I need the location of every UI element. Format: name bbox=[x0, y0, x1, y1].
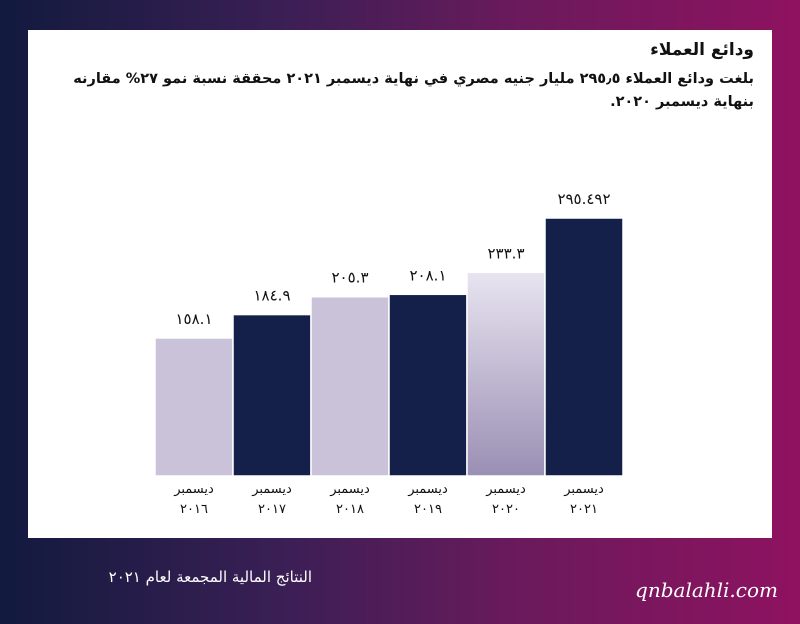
category-label-2-0: ديسمبر bbox=[329, 482, 370, 497]
category-label-0-1: ٢٠١٦ bbox=[180, 502, 208, 517]
bar-4 bbox=[466, 271, 546, 477]
bar-value-label-0: ١٥٨.١ bbox=[176, 310, 213, 328]
bar-3 bbox=[388, 293, 468, 477]
bar-5 bbox=[544, 217, 624, 477]
bar-value-label-3: ٢٠٨.١ bbox=[410, 266, 447, 284]
bar-value-label-4: ٢٣٣.٣ bbox=[488, 244, 525, 262]
category-label-1-0: ديسمبر bbox=[251, 482, 292, 497]
category-label-4-1: ٢٠٢٠ bbox=[492, 502, 520, 517]
footer-website: qnbalahli.com bbox=[635, 578, 778, 602]
slide-title: ودائع العملاء bbox=[650, 40, 754, 60]
category-label-3-1: ٢٠١٩ bbox=[414, 502, 442, 517]
footer-title: النتائج المالية المجمعة لعام ٢٠٢١ bbox=[108, 568, 312, 586]
category-label-5-1: ٢٠٢١ bbox=[570, 502, 598, 517]
bar-1 bbox=[232, 313, 312, 477]
slide-panel: ودائع العملاء بلغت ودائع العملاء ٢٩٥٫٥ م… bbox=[28, 30, 772, 538]
bar-2 bbox=[310, 295, 390, 477]
category-label-3-0: ديسمبر bbox=[407, 482, 448, 497]
bar-value-label-5: ٢٩٥.٤٩٢ bbox=[557, 190, 610, 208]
bar-value-label-2: ٢٠٥.٣ bbox=[332, 269, 369, 287]
category-label-5-0: ديسمبر bbox=[563, 482, 604, 497]
category-label-0-0: ديسمبر bbox=[173, 482, 214, 497]
bar-value-label-1: ١٨٤.٩ bbox=[254, 287, 291, 305]
category-label-4-0: ديسمبر bbox=[485, 482, 526, 497]
category-label-2-1: ٢٠١٨ bbox=[336, 502, 364, 517]
bar-0 bbox=[154, 337, 234, 477]
slide-subtitle: بلغت ودائع العملاء ٢٩٥٫٥ مليار جنيه مصري… bbox=[73, 71, 754, 110]
category-label-1-1: ٢٠١٧ bbox=[258, 502, 286, 517]
deposits-bar-chart: ١٥٨.١ ديسمبر ٢٠١٦ ١٨٤.٩ ديسمبر ٢٠١٧ ٢٠٥.٣ ديسمب… bbox=[154, 190, 624, 517]
